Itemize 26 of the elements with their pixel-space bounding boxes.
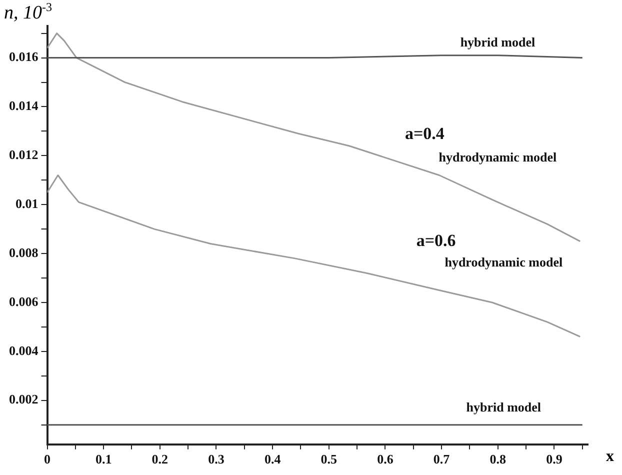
x-tick-label: 0.2 <box>152 452 168 467</box>
y-tick-label: 0.016 <box>9 49 39 64</box>
x-tick-label: 0.5 <box>320 452 338 467</box>
y-tick-label: 0.01 <box>16 196 38 211</box>
y-tick-label: 0.014 <box>9 98 39 114</box>
annotation: hydrodynamic model <box>438 150 558 165</box>
x-tick-label: 0.4 <box>264 452 282 467</box>
y-tick-label: 0.004 <box>9 342 39 358</box>
y-tick-label: 0.012 <box>9 147 38 162</box>
y-tick-label: 0.006 <box>9 294 39 309</box>
annotation: a=0.6 <box>416 230 456 250</box>
y-tick-label: 0.002 <box>9 392 38 407</box>
x-tick-label: 0.3 <box>208 452 225 467</box>
annotation: hybrid model <box>466 399 542 414</box>
x-tick-label: 0.9 <box>546 452 563 467</box>
annotation: hydrodynamic model <box>444 254 563 270</box>
x-tick-label: 0.7 <box>433 452 450 467</box>
x-tick-label: 0.1 <box>95 452 112 467</box>
annotation: a=0.4 <box>404 124 445 143</box>
x-tick-label: 0.8 <box>490 452 506 467</box>
y-tick-label: 0.008 <box>9 244 39 260</box>
annotation: hybrid model <box>460 34 536 50</box>
y-axis-title: n, 10$^{-3}$ <box>4 0 52 24</box>
x-tick-label: 0.6 <box>377 452 394 467</box>
x-tick-label: 0 <box>44 452 50 467</box>
x-axis-title: x <box>606 448 614 466</box>
